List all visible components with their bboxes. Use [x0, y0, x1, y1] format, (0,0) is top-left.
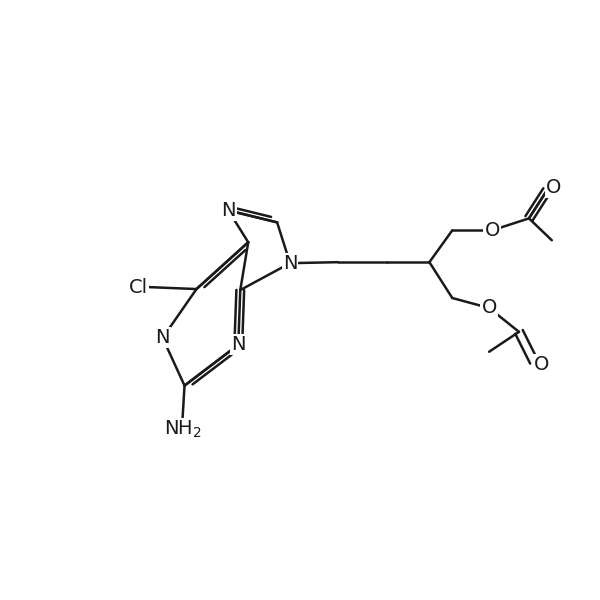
Text: N: N	[221, 201, 236, 220]
Text: N: N	[283, 254, 297, 272]
Text: O: O	[484, 221, 500, 240]
Text: O: O	[481, 298, 497, 317]
Text: N: N	[231, 335, 245, 354]
Text: Cl: Cl	[129, 278, 148, 296]
Text: O: O	[533, 355, 549, 374]
Text: NH$_2$: NH$_2$	[164, 419, 202, 440]
Text: N: N	[155, 328, 170, 347]
Text: O: O	[547, 178, 562, 197]
